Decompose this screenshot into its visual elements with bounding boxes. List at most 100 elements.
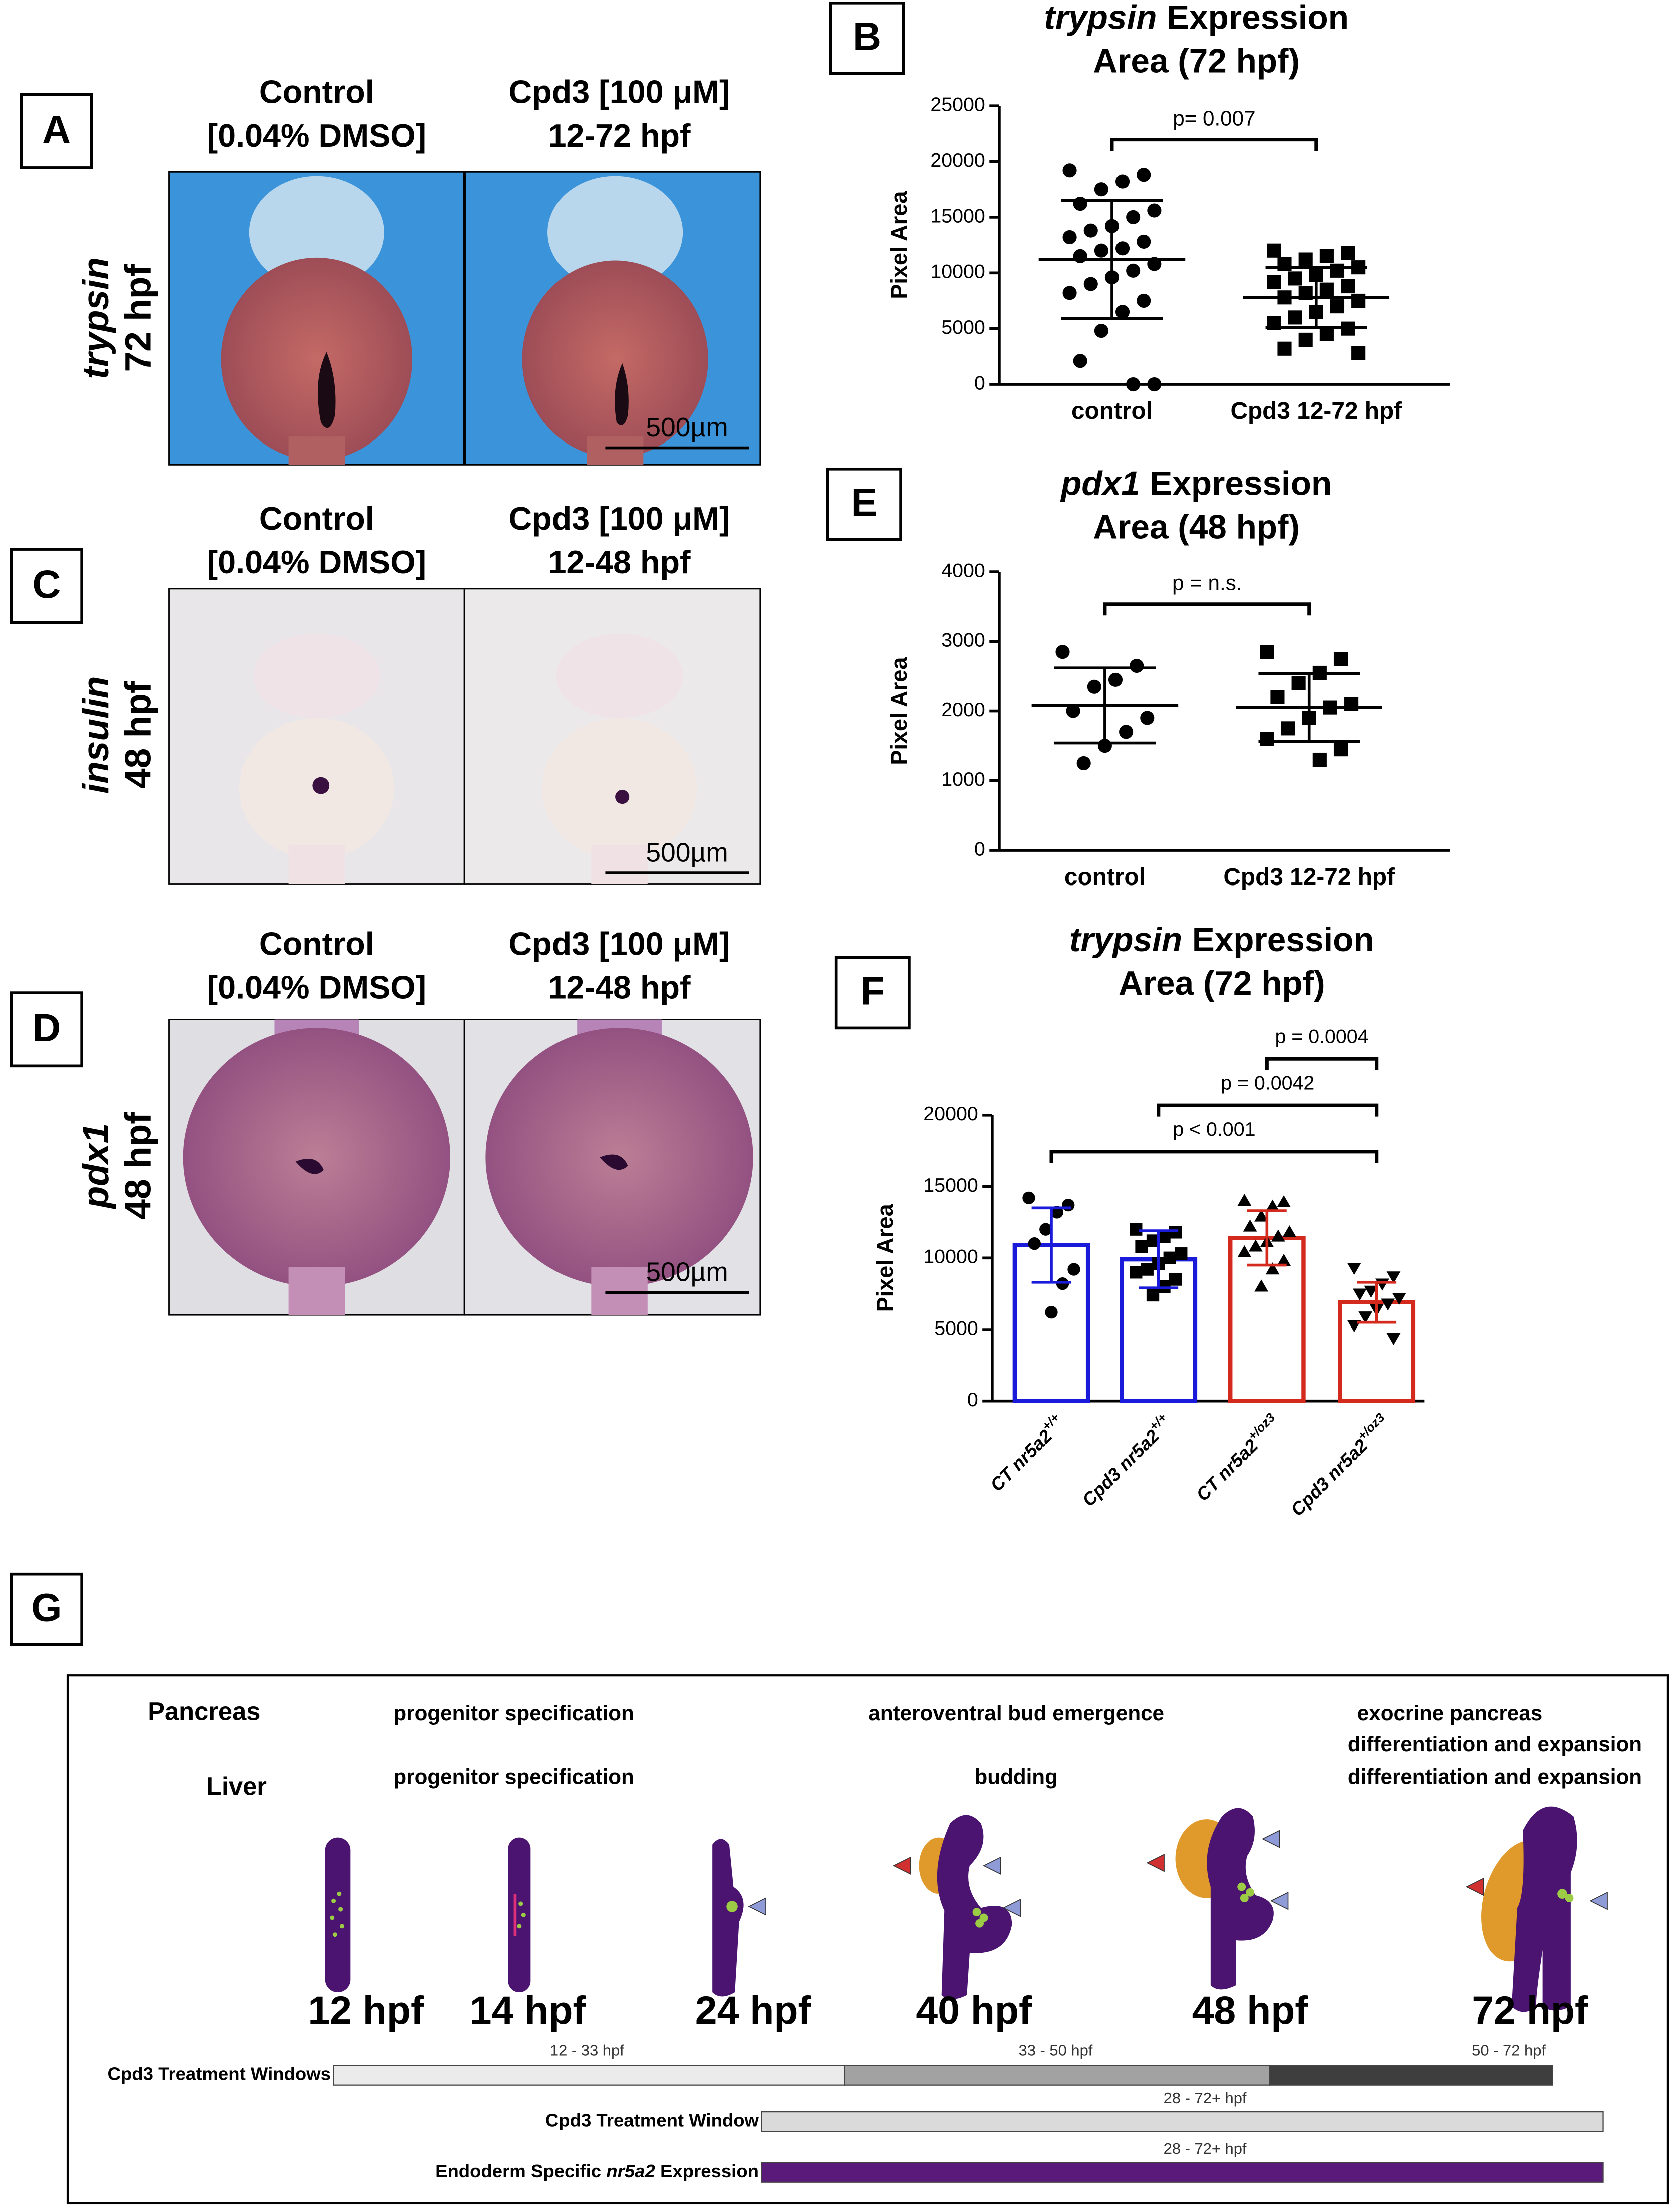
stage-text: anteroventral bud emergence — [868, 1701, 1164, 1725]
bar-label-part: Endoderm Specific — [435, 2161, 601, 2181]
data-point — [1066, 704, 1080, 718]
data-point — [1073, 249, 1087, 263]
data-point — [1115, 174, 1130, 189]
data-point — [1364, 1285, 1378, 1298]
embryo-diagrams — [325, 1806, 1608, 2012]
data-point — [1392, 1293, 1406, 1305]
stage-text: progenitor specification — [393, 1765, 634, 1789]
data-point — [1237, 1245, 1252, 1257]
row-label: pdx1 — [76, 1123, 116, 1210]
panel-label-box — [10, 548, 83, 624]
row-label: 48 hpf — [118, 681, 159, 789]
data-point — [1386, 1333, 1401, 1346]
data-point — [1248, 1239, 1263, 1252]
title-text: Expression — [1150, 465, 1332, 502]
data-point — [1319, 327, 1334, 341]
panel-label: B — [853, 15, 881, 59]
range-label: 28 - 72+ hpf — [1164, 2140, 1247, 2157]
data-point — [1130, 1266, 1143, 1279]
data-point — [1386, 1271, 1401, 1284]
y-tick-label: 20000 — [930, 149, 985, 171]
data-point — [1130, 1223, 1143, 1236]
photo-panels — [168, 171, 761, 1316]
data-point — [1158, 1280, 1171, 1293]
data-point — [1119, 725, 1134, 739]
stage-text: differentiation and expansion — [1348, 1732, 1642, 1756]
data-point — [1094, 182, 1108, 197]
column-heading: Control — [259, 925, 374, 962]
row-label: trypsin — [76, 257, 116, 379]
category-name: CT nr5a2 — [1192, 1435, 1262, 1505]
data-point — [1243, 1219, 1257, 1232]
data-point — [1330, 263, 1345, 278]
window-bar — [1269, 2065, 1553, 2086]
timepoint: 24 hpf — [695, 1988, 812, 2032]
data-point — [1056, 1277, 1069, 1290]
row-label: 48 hpf — [118, 1112, 159, 1220]
panel-label: G — [31, 1586, 62, 1630]
y-tick-label: 20000 — [923, 1103, 978, 1125]
timepoint: 40 hpf — [916, 1988, 1032, 2032]
data-point — [1126, 263, 1141, 278]
y-tick-label: 15000 — [923, 1174, 978, 1196]
category-name: Cpd3 nr5a2 — [1287, 1435, 1372, 1520]
data-point — [1341, 246, 1355, 260]
stage-text: budding — [975, 1765, 1058, 1789]
y-tick-label: 10000 — [923, 1246, 978, 1268]
data-point — [1270, 690, 1285, 704]
panel-label: F — [861, 969, 885, 1013]
row-label: Pancreas — [148, 1697, 260, 1726]
scale-label: 500µm — [646, 413, 728, 443]
range-labels: 12 - 33 hpf 33 - 50 hpf 50 - 72 hpf 28 -… — [550, 2041, 1546, 2157]
data-point — [1146, 1234, 1160, 1247]
data-point — [1126, 210, 1141, 224]
column-heading: Cpd3 [100 μM] — [509, 500, 730, 537]
significance-label: p = 0.0004 — [1275, 1025, 1368, 1047]
data-point — [1282, 1225, 1297, 1238]
y-tick-label: 5000 — [941, 316, 985, 338]
column-heading: 12-48 hpf — [548, 969, 691, 1006]
chart-title: Area (72 hpf) — [1119, 965, 1325, 1002]
data-point — [1073, 354, 1087, 368]
data-point — [1067, 1263, 1080, 1276]
range-label: 33 - 50 hpf — [1019, 2041, 1093, 2059]
data-point — [1115, 241, 1130, 256]
data-point — [1291, 676, 1306, 690]
data-point — [1094, 324, 1108, 338]
chart-title: Area (72 hpf) — [1093, 43, 1300, 80]
data-point — [1341, 279, 1355, 294]
panel-g-text: G Pancreas Liver progenitor specificatio… — [10, 1572, 1642, 2181]
chart-title: Area (48 hpf) — [1093, 509, 1300, 546]
significance-bracket — [1265, 1057, 1379, 1070]
title-gene: trypsin — [1069, 921, 1182, 959]
column-heading: Control — [259, 74, 374, 110]
panel-label: E — [851, 481, 878, 525]
y-tick-label: 5000 — [934, 1317, 978, 1339]
data-point — [1298, 332, 1313, 347]
category-name: Cpd3 nr5a2 — [1078, 1425, 1163, 1510]
x-tick-label: Cpd3 12-72 hpf — [1223, 864, 1395, 891]
data-point — [1169, 1273, 1182, 1286]
data-point — [1062, 1198, 1075, 1212]
bar-label: Cpd3 Treatment Windows — [108, 2064, 331, 2084]
significance-label: p = 0.0042 — [1221, 1072, 1314, 1094]
data-point — [1039, 1223, 1052, 1236]
data-point — [1277, 1254, 1291, 1266]
data-point — [1130, 659, 1144, 673]
stage-text: progenitor specification — [393, 1701, 634, 1725]
chart-title: pdx1 Expression — [1060, 465, 1332, 502]
significance-bracket — [1103, 602, 1311, 616]
data-point — [1319, 282, 1334, 297]
data-point — [1158, 1230, 1171, 1243]
data-point — [1147, 377, 1162, 392]
timepoint: 14 hpf — [470, 1988, 587, 2032]
x-tick-label: Cpd3 12-72 hpf — [1230, 398, 1402, 424]
data-point — [1087, 679, 1101, 694]
row-label: insulin — [76, 676, 116, 794]
bar-label-gene: nr5a2 — [606, 2161, 655, 2181]
data-point — [1319, 249, 1334, 263]
timepoint: 72 hpf — [1472, 1988, 1588, 2032]
column-heading: 12-48 hpf — [548, 544, 691, 580]
significance-label: p = n.s. — [1172, 571, 1242, 595]
column-heading: [0.04% DMSO] — [207, 969, 426, 1006]
